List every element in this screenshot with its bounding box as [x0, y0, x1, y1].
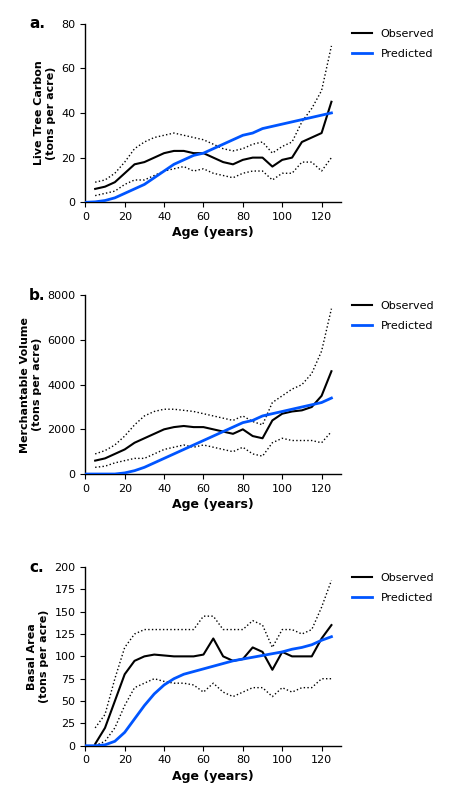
Legend: Observed, Predicted: Observed, Predicted — [352, 572, 435, 603]
Y-axis label: Basal Area
(tons per acre): Basal Area (tons per acre) — [27, 610, 49, 703]
Legend: Observed, Predicted: Observed, Predicted — [352, 29, 435, 59]
Y-axis label: Live Tree Carbon
(tons per acre): Live Tree Carbon (tons per acre) — [34, 60, 56, 166]
X-axis label: Age (years): Age (years) — [173, 498, 254, 511]
Text: b.: b. — [29, 288, 46, 303]
Y-axis label: Merchantable Volume
(tons per acre): Merchantable Volume (tons per acre) — [20, 316, 42, 453]
Text: c.: c. — [29, 560, 44, 575]
X-axis label: Age (years): Age (years) — [173, 769, 254, 783]
X-axis label: Age (years): Age (years) — [173, 226, 254, 239]
Legend: Observed, Predicted: Observed, Predicted — [352, 301, 435, 330]
Text: a.: a. — [29, 16, 45, 31]
